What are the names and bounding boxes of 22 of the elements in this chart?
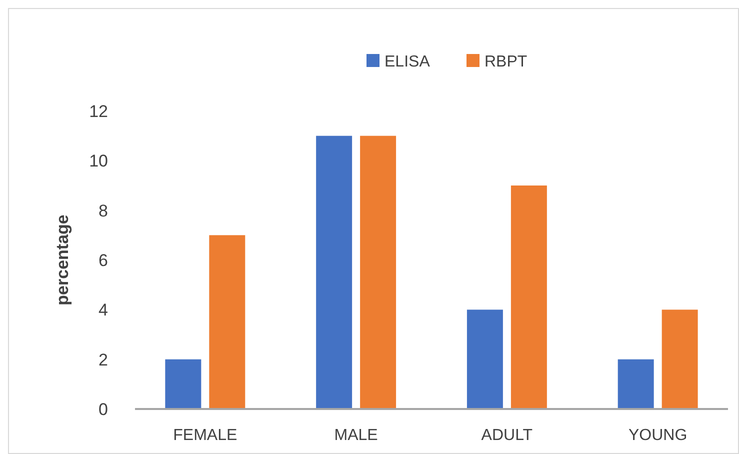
bar <box>466 310 503 409</box>
legend-label: RBPT <box>484 54 528 71</box>
x-tick-label: FEMALE <box>173 427 238 444</box>
bar <box>316 136 352 409</box>
bar <box>618 359 654 409</box>
bar <box>209 235 246 409</box>
x-tick-label: YOUNG <box>628 427 688 444</box>
y-axis-title: percentage <box>53 214 72 306</box>
y-tick-label: 8 <box>98 201 108 220</box>
x-tick-label: ADULT <box>481 427 533 444</box>
bar <box>510 186 547 409</box>
y-tick-label: 6 <box>98 250 108 270</box>
bar <box>360 136 396 409</box>
legend-label: ELISA <box>384 54 430 71</box>
y-tick-label: 0 <box>98 400 108 419</box>
y-tick-label: 2 <box>98 350 108 370</box>
bar <box>165 359 202 409</box>
y-tick-label: 10 <box>89 152 108 171</box>
x-tick-label: MALE <box>334 427 378 444</box>
bar <box>662 310 698 409</box>
y-tick-label: 12 <box>89 102 108 121</box>
y-tick-label: 4 <box>98 300 108 320</box>
